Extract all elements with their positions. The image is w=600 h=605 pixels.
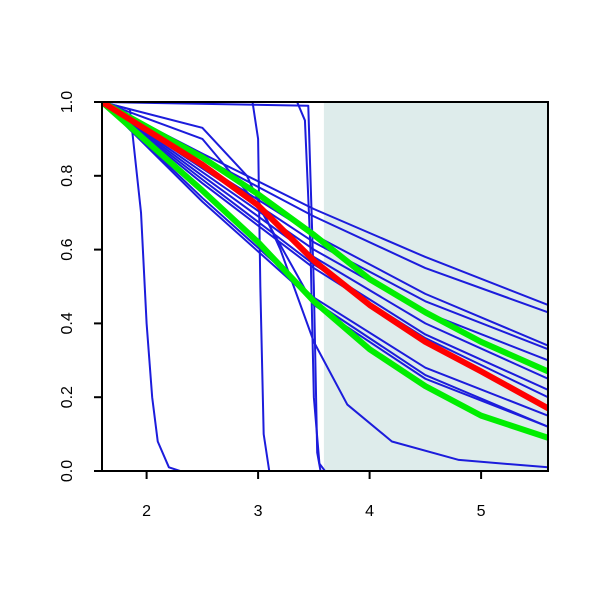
series-line [102, 102, 548, 471]
plot-lines [102, 102, 548, 471]
y-tick-label: 0.0 [59, 460, 76, 482]
y-tick-label: 0.4 [59, 312, 76, 334]
x-tick-label: 2 [142, 503, 151, 520]
y-tick-label: 0.2 [59, 386, 76, 408]
series-line [102, 102, 548, 428]
x-tick-label: 4 [365, 503, 374, 520]
x-tick-label: 3 [254, 503, 263, 520]
series-line [102, 102, 548, 412]
series-line [102, 102, 548, 399]
y-tick-label: 1.0 [59, 91, 76, 113]
shaded-region [323, 102, 548, 471]
x-tick-label: 5 [477, 503, 486, 520]
series-line [102, 102, 548, 441]
series-line [102, 102, 548, 471]
plot-frame [101, 101, 549, 472]
series-line [102, 102, 548, 469]
y-tick-label: 0.6 [59, 238, 76, 260]
series-line [102, 102, 548, 375]
series-line [102, 102, 548, 471]
series-line [102, 102, 548, 362]
y-tick-label: 0.8 [59, 165, 76, 187]
